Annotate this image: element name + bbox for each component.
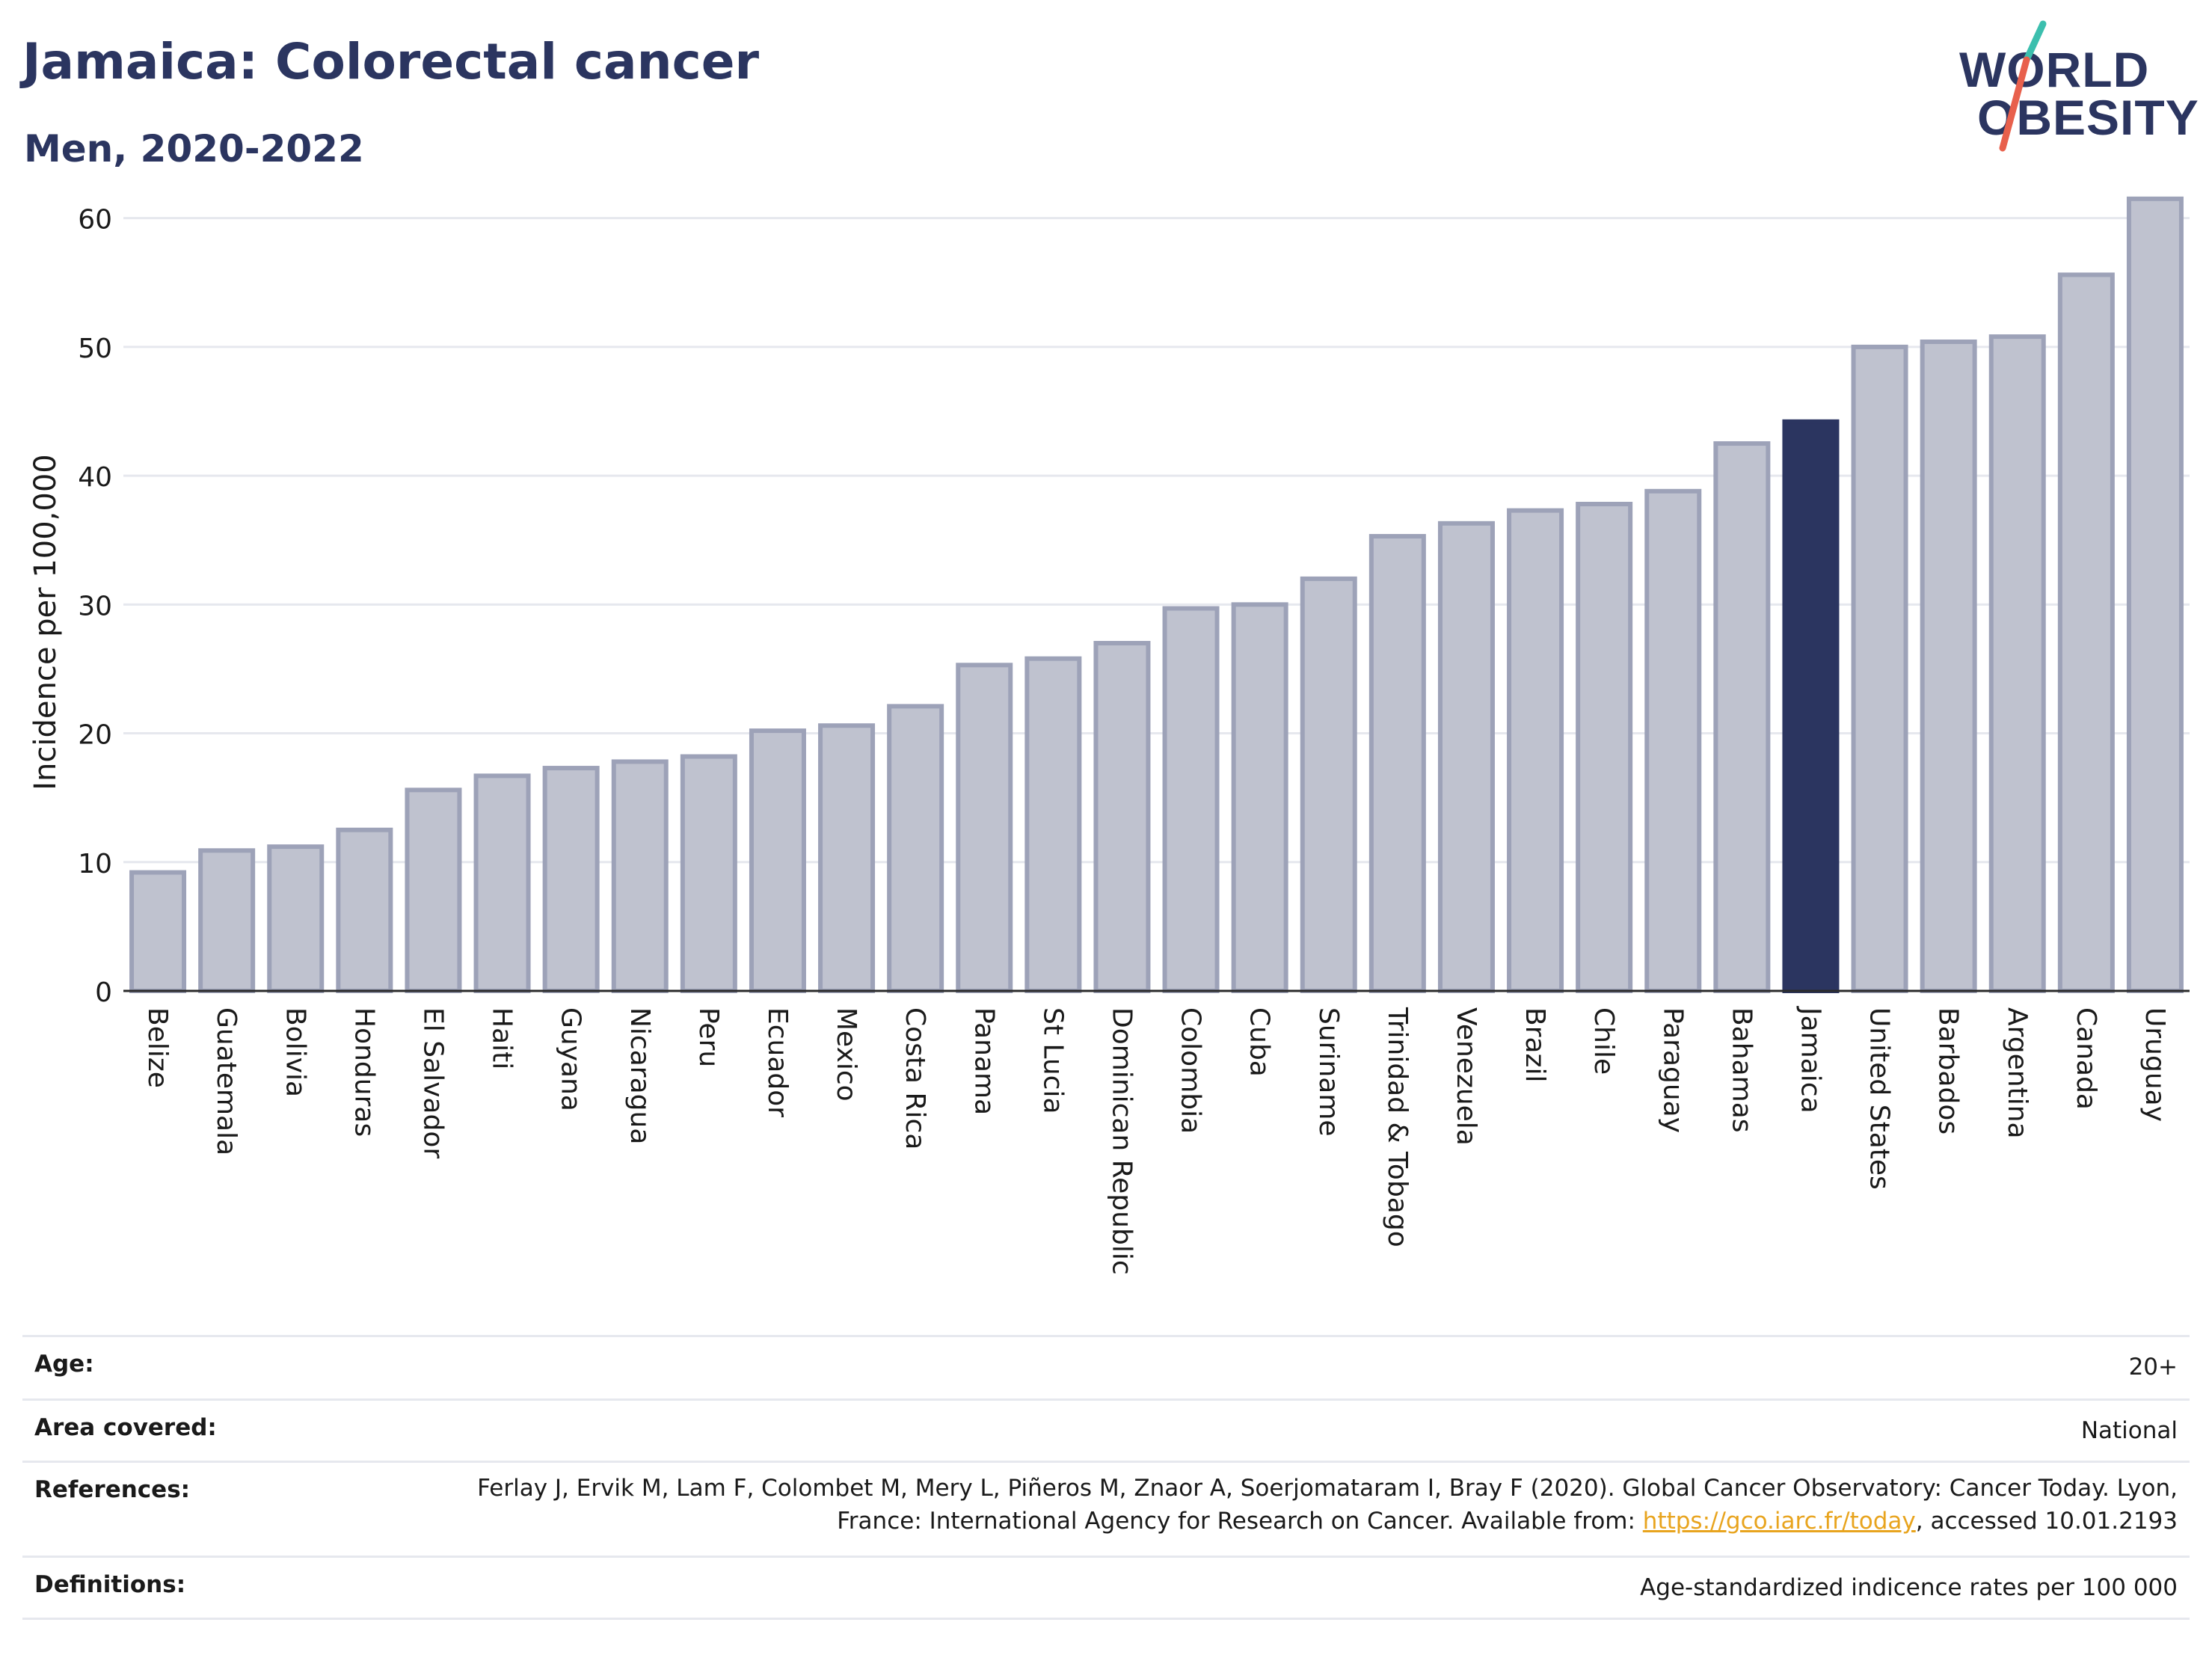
bar-costa-rica [887, 704, 944, 994]
x-tick-label: Nicaragua [624, 1007, 655, 1144]
definitions-value: Age-standardized indicence rates per 100… [1640, 1574, 2178, 1601]
x-tick-label: Panama [968, 1007, 999, 1115]
y-axis-ticks: 0 10 20 30 40 50 60 [78, 205, 112, 1008]
references-text: Ferlay J, Ervik M, Lam F, Colombet M, Me… [477, 1475, 2178, 1535]
chart-title: Jamaica: Colorectal cancer [22, 33, 760, 90]
x-tick-label: Bahamas [1726, 1007, 1757, 1133]
bar-argentina [1988, 334, 2046, 994]
x-tick-label: Haiti [487, 1007, 517, 1069]
x-tick-label: Cuba [1244, 1007, 1275, 1077]
metadata-table: Age: 20+ Area covered: National Referenc… [22, 1335, 2190, 1620]
x-tick-label: Peru [693, 1007, 724, 1067]
x-tick-label: Colombia [1176, 1007, 1206, 1134]
area-value: National [2080, 1417, 2178, 1444]
x-tick-label: Uruguay [2139, 1007, 2170, 1122]
bar-peru [680, 754, 737, 993]
x-tick-label: Brazil [1520, 1007, 1550, 1082]
meta-row-references: References: Ferlay J, Ervik M, Lam F, Co… [22, 1461, 2190, 1556]
bar-chart: 0 10 20 30 40 50 60 Belize Guatemala Bolivia Hond… [28, 196, 2190, 1275]
bar-trinidad-tobago [1368, 534, 1426, 993]
logo-line-1: WORLD [1959, 42, 2150, 97]
bar-colombia [1162, 606, 1220, 993]
y-tick-label: 0 [95, 977, 112, 1008]
x-tick-label: Bolivia [280, 1007, 310, 1097]
world-obesity-logo: WORLD OBESITY [1944, 15, 2199, 165]
bar-uruguay [2126, 196, 2184, 993]
x-tick-label: Jamaica [1795, 1006, 1825, 1114]
area-label: Area covered: [34, 1414, 217, 1441]
meta-row-age: Age: 20+ [22, 1335, 2190, 1398]
x-tick-label: Trinidad & Tobago [1382, 1007, 1413, 1247]
bar-brazil [1507, 508, 1564, 993]
x-tick-label: Belize [142, 1007, 173, 1088]
y-tick-label: 30 [78, 591, 112, 621]
x-tick-label: Honduras [348, 1007, 379, 1137]
x-tick-label: Chile [1588, 1007, 1619, 1075]
bar-st-lucia [1024, 656, 1082, 994]
bar-dominican-republic [1093, 641, 1151, 993]
bar-barbados [1920, 340, 1977, 993]
bar-cuba [1231, 602, 1288, 993]
references-link[interactable]: https://gco.iarc.fr/today [1642, 1508, 1916, 1535]
bar-paraguay [1644, 488, 1702, 993]
references-value: Ferlay J, Ervik M, Lam F, Colombet M, Me… [458, 1472, 2178, 1538]
x-tick-label: Paraguay [1657, 1007, 1688, 1133]
x-tick-label: El Salvador [417, 1007, 448, 1158]
y-axis-label: Incidence per 100,000 [28, 454, 63, 790]
y-tick-label: 10 [78, 849, 112, 879]
x-tick-label: Ecuador [762, 1007, 793, 1117]
bar-canada [2057, 272, 2115, 993]
bars [129, 196, 2184, 994]
bar-chile [1576, 502, 1633, 993]
logo-slash-icon [1999, 20, 2047, 152]
meta-row-area: Area covered: National [22, 1398, 2190, 1461]
x-tick-label: Canada [2071, 1007, 2101, 1110]
x-tick-label: Costa Rica [900, 1007, 930, 1149]
bar-belize [129, 870, 187, 993]
age-label: Age: [34, 1351, 94, 1378]
bar-venezuela [1437, 521, 1495, 993]
bar-panama [956, 663, 1013, 993]
bar-el-salvador [405, 787, 462, 994]
x-tick-label: Argentina [2002, 1007, 2033, 1139]
y-tick-label: 50 [78, 334, 112, 364]
x-tick-label: St Lucia [1037, 1007, 1068, 1114]
meta-row-definitions: Definitions: Age-standardized indicence … [22, 1556, 2190, 1620]
x-tick-label: United States [1864, 1007, 1895, 1190]
x-tick-label: Barbados [1933, 1007, 1964, 1134]
bar-guyana [542, 766, 600, 993]
x-tick-label: Mexico [831, 1007, 861, 1102]
x-tick-label: Suriname [1313, 1007, 1344, 1137]
references-accessed: , accessed 10.01.2193 [1915, 1508, 2178, 1535]
bar-bolivia [267, 844, 325, 993]
x-tick-label: Guatemala [211, 1007, 242, 1155]
definitions-label: Definitions: [34, 1571, 186, 1598]
age-value: 20+ [2128, 1354, 2178, 1381]
y-tick-label: 20 [78, 720, 112, 751]
bar-guatemala [198, 848, 256, 994]
chart-subtitle: Men, 2020-2022 [24, 127, 364, 171]
x-tick-label: Guyana [556, 1007, 586, 1111]
bar-bahamas [1713, 441, 1771, 993]
x-tick-label: Venezuela [1451, 1007, 1481, 1146]
gridlines [123, 217, 2190, 864]
y-tick-label: 40 [78, 462, 112, 493]
y-tick-label: 60 [78, 205, 112, 236]
bar-ecuador [749, 728, 806, 993]
bar-united-states [1851, 344, 1908, 993]
bar-mexico [818, 723, 876, 993]
x-tick-label: Dominican Republic [1106, 1007, 1137, 1275]
bar-honduras [336, 827, 393, 993]
bar-haiti [473, 773, 531, 994]
references-label: References: [34, 1476, 191, 1503]
bar-suriname [1300, 576, 1357, 993]
bar-nicaragua [611, 759, 669, 993]
x-axis-labels: Belize Guatemala Bolivia Honduras El Salvado… [142, 1006, 2170, 1275]
bar-jamaica [1782, 419, 1840, 993]
